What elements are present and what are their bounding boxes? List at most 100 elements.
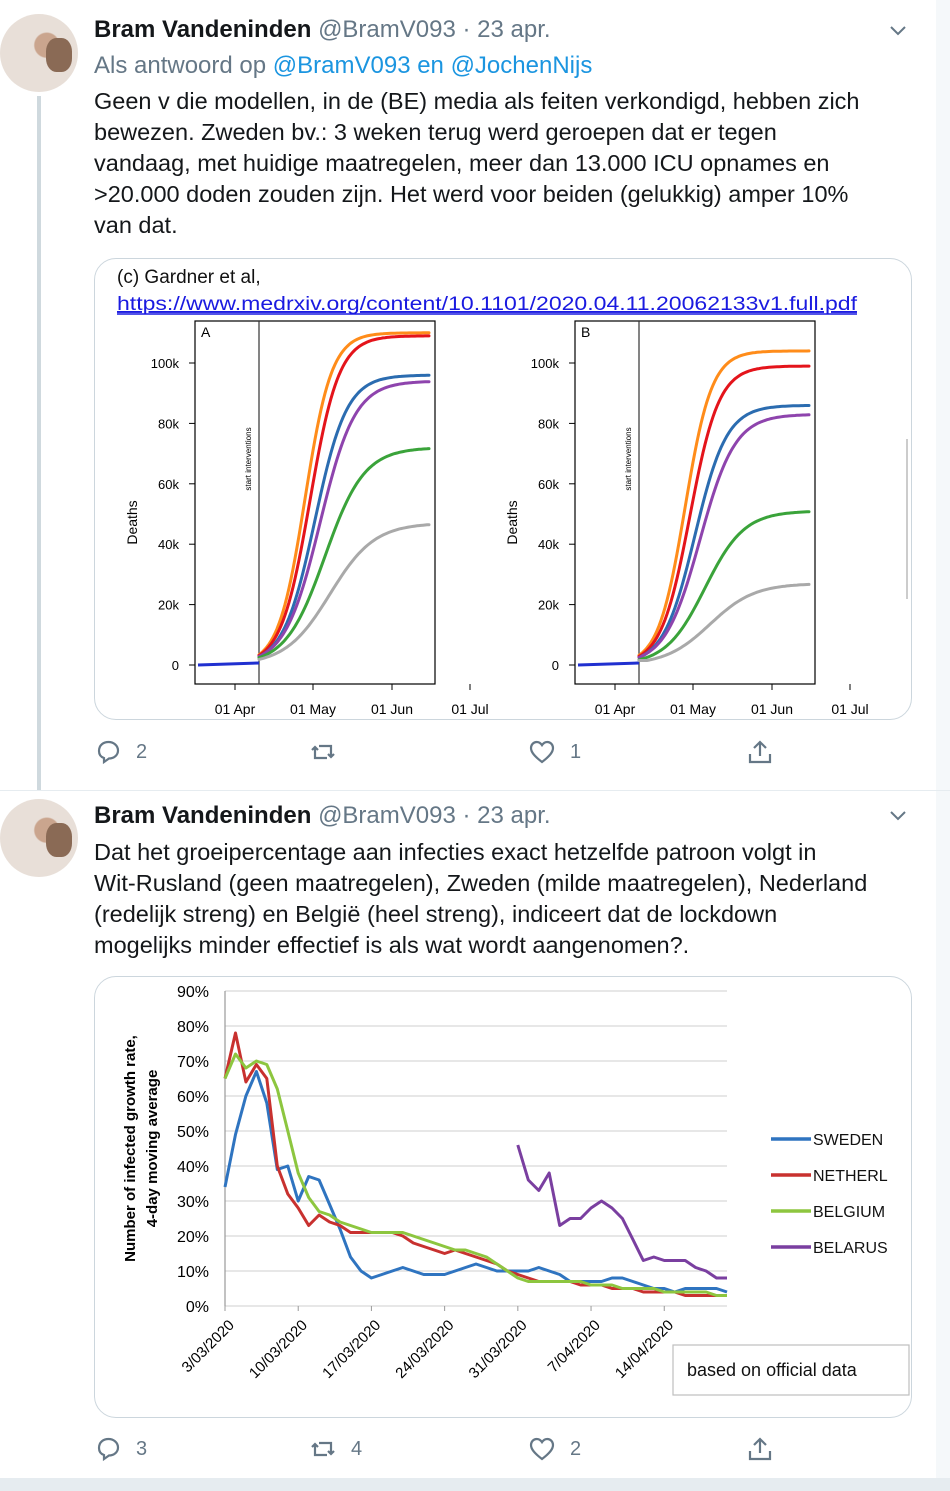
- legend-label: SWEDEN: [813, 1132, 883, 1149]
- series-line-blue: [257, 373, 431, 659]
- x-tick-label: 24/03/2020: [392, 1317, 457, 1382]
- reply-count: 2: [136, 740, 148, 763]
- intervention-annotation: start interventions: [624, 427, 633, 490]
- retweet-button[interactable]: 4: [309, 1431, 362, 1467]
- media-link: https://www.medrxiv.org/content/10.1101/…: [117, 294, 858, 315]
- y-tick-label: 0: [552, 658, 559, 673]
- like-button[interactable]: 2: [528, 1431, 581, 1467]
- panel-label: A: [201, 324, 211, 340]
- like-count: 2: [570, 1437, 582, 1460]
- retweet-icon: [311, 744, 335, 760]
- series-line-red: [257, 334, 431, 657]
- share-icon: [748, 740, 772, 764]
- x-tick-label: 3/03/2020: [179, 1317, 238, 1376]
- chart-panel-a: A 0 20k 40k 60k 80k 100k Deaths 01 Apr 01 May 01 J…: [124, 320, 489, 717]
- text-line: Wit-Rusland (geen maatregelen), Zweden (…: [94, 870, 868, 896]
- tweet-header: Bram Vandeninden @BramV093 · 23 apr.: [94, 802, 551, 830]
- series-line-purple: [637, 413, 811, 659]
- panel-label: B: [581, 324, 590, 340]
- x-tick-label: 7/04/2020: [545, 1317, 604, 1376]
- author-handle[interactable]: @BramV093: [318, 16, 456, 43]
- y-tick-label: 0: [172, 658, 179, 673]
- retweet-count: 4: [351, 1437, 363, 1460]
- tweet-actions: 2 1: [94, 734, 814, 770]
- retweet-icon: [311, 1441, 335, 1457]
- reply-prefix: Als antwoord op: [94, 52, 273, 79]
- tweet-date[interactable]: 23 apr.: [477, 16, 551, 43]
- y-tick-label: 40k: [158, 537, 179, 552]
- x-tick-label: 01 Apr: [595, 701, 636, 717]
- media-image-deaths-chart[interactable]: (c) Gardner et al, https://www.medrxiv.o…: [94, 258, 912, 720]
- series-line-belarus: [516, 1144, 727, 1280]
- x-tick-label: 10/03/2020: [246, 1317, 311, 1382]
- legend-label: NETHERL: [813, 1168, 888, 1185]
- reply-button[interactable]: 2: [94, 734, 147, 770]
- series-line-gray: [257, 523, 431, 661]
- series-line-blue: [637, 404, 811, 660]
- series-line-red: [637, 364, 811, 658]
- baseline-series-line: [577, 661, 640, 667]
- y-tick-label: 80%: [177, 1019, 209, 1036]
- media-image-growth-chart[interactable]: 0% 10% 20% 30% 40% 50% 60% 70% 80% 90% Number of i…: [94, 976, 912, 1418]
- reply-icon: [97, 1437, 120, 1462]
- text-line: bewezen. Zweden bv.: 3 weken terug werd …: [94, 119, 777, 145]
- note-box: [672, 1344, 910, 1396]
- text-line: vandaag, met huidige maatregelen, meer d…: [94, 150, 830, 176]
- text-line: Dat het groeipercentage aan infecties ex…: [94, 839, 817, 865]
- tweet-actions: 3 4 2: [94, 1431, 814, 1467]
- avatar[interactable]: [0, 14, 78, 92]
- retweet-button[interactable]: [309, 734, 351, 770]
- header-separator: ·: [455, 802, 478, 829]
- x-tick-label: 01 May: [290, 701, 336, 717]
- y-tick-label: 30%: [177, 1194, 209, 1211]
- share-icon: [748, 1437, 772, 1461]
- series-line-gray: [637, 582, 811, 662]
- heart-icon: [529, 1437, 555, 1461]
- text-line: (redelijk streng) en België (heel streng…: [94, 901, 778, 927]
- x-tick-label: 17/03/2020: [319, 1317, 384, 1382]
- header-separator: ·: [455, 16, 478, 43]
- text-line: >20.000 doden zouden zijn. Het werd voor…: [94, 181, 849, 207]
- author-name[interactable]: Bram Vandeninden: [94, 802, 312, 829]
- series-line-orange: [257, 331, 431, 657]
- y-tick-label: 20%: [177, 1229, 209, 1246]
- reply-button[interactable]: 3: [94, 1431, 147, 1467]
- chevron-down-icon[interactable]: [888, 805, 908, 825]
- like-button[interactable]: 1: [528, 734, 581, 770]
- author-handle[interactable]: @BramV093: [318, 802, 456, 829]
- y-tick-label: 60k: [158, 477, 179, 492]
- y-axis-label: Number of infected growth rate, 4-day mov…: [122, 1035, 161, 1262]
- tweet-date[interactable]: 23 apr.: [477, 802, 551, 829]
- y-axis-label: Deaths: [504, 500, 520, 544]
- y-tick-label: 40%: [177, 1159, 209, 1176]
- tweet-2[interactable]: Bram Vandeninden @BramV093 · 23 apr. Dat…: [0, 790, 950, 1479]
- chart-panel-b: B 0 20k 40k 60k 80k 100k Deaths 01 Apr 01 May 01 J…: [504, 320, 869, 717]
- y-tick-label: 60k: [538, 477, 559, 492]
- y-tick-label: 0%: [186, 1299, 209, 1316]
- deaths-chart-figure: (c) Gardner et al, https://www.medrxiv.o…: [117, 267, 908, 717]
- y-tick-label: 100k: [151, 356, 180, 371]
- reply-icon: [97, 740, 120, 765]
- author-name[interactable]: Bram Vandeninden: [94, 16, 312, 43]
- avatar[interactable]: [0, 799, 78, 877]
- chevron-down-icon[interactable]: [888, 20, 908, 40]
- x-tick-label: 01 Jun: [751, 701, 793, 717]
- tweet-1[interactable]: Bram Vandeninden @BramV093 · 23 apr. Als…: [0, 0, 950, 790]
- y-tick-label: 50%: [177, 1124, 209, 1141]
- share-button[interactable]: [746, 1431, 774, 1467]
- y-tick-label: 10%: [177, 1264, 209, 1281]
- intervention-annotation: start interventions: [244, 427, 253, 490]
- y-tick-label: 80k: [158, 416, 179, 431]
- like-count: 1: [570, 740, 582, 763]
- reply-count: 3: [136, 1437, 148, 1460]
- text-line: van dat.: [94, 212, 178, 238]
- x-tick-label: 31/03/2020: [466, 1317, 531, 1382]
- text-line: mogelijks minder effectief is als wat wo…: [94, 932, 690, 958]
- reply-users-link[interactable]: @BramV093 en @JochenNijs: [272, 52, 593, 79]
- baseline-series-line: [197, 661, 260, 667]
- y-tick-label: 20k: [538, 598, 559, 613]
- y-tick-label: 60%: [177, 1089, 209, 1106]
- x-tick-label: 01 Jul: [451, 701, 488, 717]
- share-button[interactable]: [746, 734, 774, 770]
- x-tick-label: 01 Jun: [371, 701, 413, 717]
